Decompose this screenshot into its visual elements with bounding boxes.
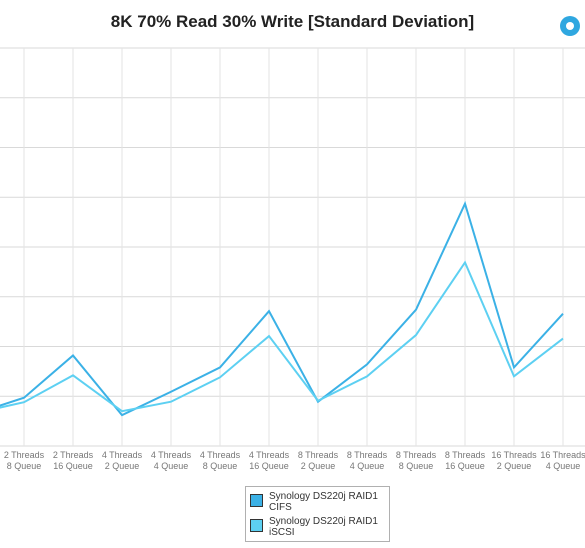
data-point[interactable] bbox=[168, 399, 174, 405]
legend-item-iscsi[interactable]: Synology DS220j RAID1 iSCSI bbox=[250, 516, 387, 538]
legend-label-iscsi: Synology DS220j RAID1 iSCSI bbox=[269, 516, 378, 538]
x-tick-label: 4 Threads 16 Queue bbox=[249, 450, 290, 471]
data-point[interactable] bbox=[70, 352, 76, 358]
data-point[interactable] bbox=[364, 373, 370, 379]
x-tick-label: 4 Threads 4 Queue bbox=[151, 450, 192, 471]
data-point[interactable] bbox=[413, 307, 419, 313]
x-tick-label: 4 Threads 8 Queue bbox=[200, 450, 241, 471]
data-point[interactable] bbox=[560, 311, 566, 317]
x-tick-label: 2 Threads 8 Queue bbox=[4, 450, 45, 471]
data-point[interactable] bbox=[21, 399, 27, 405]
series-layer bbox=[0, 200, 566, 417]
x-tick-label: 2 Threads 16 Queue bbox=[53, 450, 94, 471]
grid-lines bbox=[0, 47, 585, 447]
data-point[interactable] bbox=[511, 373, 517, 379]
data-point[interactable] bbox=[315, 398, 321, 404]
legend-label-cifs: Synology DS220j RAID1 CIFS bbox=[269, 491, 378, 513]
data-point[interactable] bbox=[266, 333, 272, 339]
x-tick-label: 16 Threads 2 Queue bbox=[491, 450, 537, 471]
x-tick-label: 16 Threads 4 Queue bbox=[540, 450, 585, 471]
legend: Synology DS220j RAID1 CIFS Synology DS22… bbox=[245, 486, 390, 542]
x-tick-label: 4 Threads 2 Queue bbox=[102, 450, 143, 471]
data-point[interactable] bbox=[266, 308, 272, 314]
data-point[interactable] bbox=[462, 201, 468, 207]
logo-icon bbox=[560, 16, 580, 36]
data-point[interactable] bbox=[217, 364, 223, 370]
data-point[interactable] bbox=[119, 408, 125, 414]
series-line-1[interactable] bbox=[0, 260, 564, 413]
legend-item-cifs[interactable]: Synology DS220j RAID1 CIFS bbox=[250, 491, 387, 513]
x-tick-label: 8 Threads 8 Queue bbox=[396, 450, 437, 471]
data-point[interactable] bbox=[364, 361, 370, 367]
data-point[interactable] bbox=[217, 374, 223, 380]
x-tick-label: 8 Threads 4 Queue bbox=[347, 450, 388, 471]
chart-title: 8K 70% Read 30% Write [Standard Deviatio… bbox=[110, 12, 475, 31]
data-point[interactable] bbox=[168, 389, 174, 395]
data-point[interactable] bbox=[413, 332, 419, 338]
x-tick-label: 8 Threads 2 Queue bbox=[298, 450, 339, 471]
x-tick-label: 8 Threads 16 Queue bbox=[445, 450, 486, 471]
data-point[interactable] bbox=[70, 372, 76, 378]
data-point[interactable] bbox=[560, 336, 566, 342]
data-point[interactable] bbox=[462, 259, 468, 265]
legend-swatch-iscsi bbox=[250, 519, 263, 532]
series-line-0[interactable] bbox=[0, 200, 564, 417]
legend-swatch-cifs bbox=[250, 494, 263, 507]
